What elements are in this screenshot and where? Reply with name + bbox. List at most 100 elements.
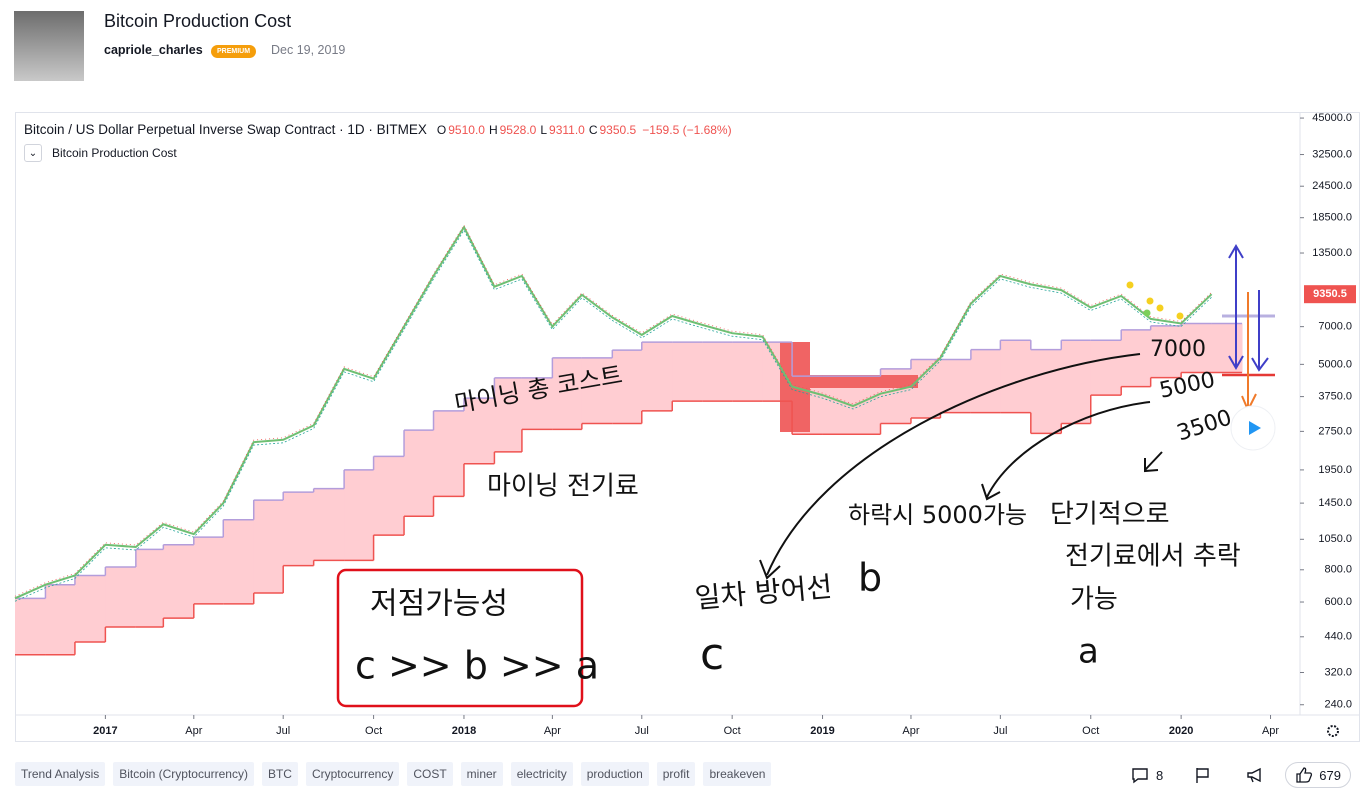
drawing — [1251, 290, 1269, 372]
x-tick-label: Jul — [993, 725, 1007, 737]
share-icon[interactable] — [1245, 766, 1265, 784]
y-tick-label: 2750.0 — [1318, 425, 1352, 437]
cost-band — [1121, 329, 1152, 387]
cost-band — [463, 398, 495, 464]
cost-band — [1181, 323, 1213, 373]
y-tick-label: 5000.0 — [1318, 358, 1352, 370]
tag[interactable]: BTC — [261, 762, 298, 786]
x-tick-label: Apr — [902, 725, 919, 737]
chart-frame — [15, 112, 1360, 742]
y-tick-label: 1950.0 — [1318, 464, 1352, 476]
play-icon — [1249, 421, 1261, 435]
cost-band — [702, 342, 733, 402]
cost-band — [494, 377, 523, 452]
date: Dec 19, 2019 — [271, 43, 346, 57]
tag[interactable]: Trend Analysis — [15, 762, 106, 786]
like-button[interactable]: 679 — [1285, 762, 1351, 788]
cost-band — [373, 456, 405, 536]
tag[interactable]: electricity — [510, 762, 573, 786]
flag-icon[interactable] — [1193, 766, 1213, 784]
drawing — [759, 353, 1141, 580]
indicator-legend: ⌄ Bitcoin Production Cost — [24, 144, 177, 162]
y-tick-label: 3750.0 — [1318, 391, 1352, 403]
tag-list: Trend Analysis Bitcoin (Cryptocurrency) BT… — [15, 762, 772, 786]
symbol-title: Bitcoin / US Dollar Perpetual Inverse Sw… — [24, 122, 427, 137]
y-tick-label: 32500.0 — [1312, 148, 1352, 160]
price-change: −159.5 (−1.68%) — [642, 123, 732, 137]
marker-dot — [1146, 297, 1154, 305]
cost-band — [612, 350, 643, 424]
comment-count: 8 — [1156, 767, 1164, 783]
comment-icon[interactable] — [1130, 766, 1150, 784]
tag[interactable]: COST — [407, 762, 453, 786]
cost-band — [193, 537, 224, 604]
quote-label: H — [488, 123, 498, 137]
cost-band — [732, 342, 764, 402]
annotation: a — [1078, 632, 1099, 672]
cost-band — [135, 549, 164, 628]
y-tick-label: 24500.0 — [1312, 180, 1352, 192]
tag[interactable]: Bitcoin (Cryptocurrency) — [113, 762, 254, 786]
marker-dot — [1143, 309, 1151, 317]
annotation: 전기료에서 추락 — [1065, 542, 1241, 572]
cost-band — [163, 544, 195, 619]
cost-band — [45, 584, 76, 655]
tag[interactable]: profit — [656, 762, 696, 786]
marker-dot — [1126, 281, 1134, 289]
quote-label: O — [436, 123, 447, 137]
capitulation-zone — [780, 342, 918, 432]
cost-band — [105, 567, 137, 628]
annotation: 하락시 5000가능 — [848, 501, 1027, 529]
like-icon — [1296, 767, 1313, 783]
price-line-candles — [14, 229, 1212, 602]
cost-band — [641, 342, 673, 411]
price-line-candles — [14, 224, 1212, 597]
x-tick-label: Oct — [1082, 725, 1099, 737]
y-tick-label: 1050.0 — [1318, 533, 1352, 545]
y-tick-label: 18500.0 — [1312, 212, 1352, 224]
y-tick-label: 1450.0 — [1318, 497, 1352, 509]
x-tick-label: 2020 — [1169, 725, 1193, 737]
cost-band — [1090, 340, 1122, 396]
author[interactable]: capriole_charles — [104, 43, 203, 57]
price-line — [14, 225, 1213, 600]
cost-band — [433, 410, 465, 497]
like-count: 679 — [1319, 767, 1341, 783]
y-tick-label: 13500.0 — [1312, 247, 1352, 259]
annotation: c — [700, 629, 724, 680]
annotation: c >> b >> a — [355, 644, 599, 688]
quote-value: 9311.0 — [549, 123, 585, 137]
drawing — [336, 568, 584, 708]
cost-band — [223, 519, 255, 604]
cost-band — [970, 349, 1001, 413]
cost-band — [672, 342, 704, 402]
annotation: 저점가능성 — [370, 587, 508, 622]
cost-band — [910, 359, 941, 418]
x-tick-label: Jul — [635, 725, 649, 737]
tag[interactable]: breakeven — [703, 762, 772, 786]
avatar[interactable] — [14, 11, 84, 81]
annotation: b — [858, 556, 882, 600]
x-tick-label: Oct — [365, 725, 382, 737]
cost-band — [404, 430, 435, 517]
x-tick-label: Jul — [276, 725, 290, 737]
x-tick-label: Oct — [724, 725, 741, 737]
x-tick-label: 2018 — [452, 725, 476, 737]
cost-band — [313, 488, 345, 561]
marker-dot — [1176, 312, 1184, 320]
cost-band — [15, 598, 46, 655]
cost-band — [1000, 340, 1032, 413]
annotation: 마이닝 전기료 — [487, 472, 639, 502]
tag[interactable]: production — [580, 762, 649, 786]
annotation: 7000 — [1150, 337, 1206, 362]
tag[interactable]: Cryptocurrency — [305, 762, 400, 786]
tag[interactable]: miner — [460, 762, 503, 786]
x-tick-label: Apr — [185, 725, 202, 737]
cost-band — [940, 359, 972, 413]
settings-icon[interactable] — [1327, 725, 1339, 737]
cost-band — [581, 357, 613, 424]
quote-label: C — [588, 123, 598, 137]
cost-band — [552, 357, 583, 430]
collapse-button[interactable]: ⌄ — [24, 144, 42, 162]
